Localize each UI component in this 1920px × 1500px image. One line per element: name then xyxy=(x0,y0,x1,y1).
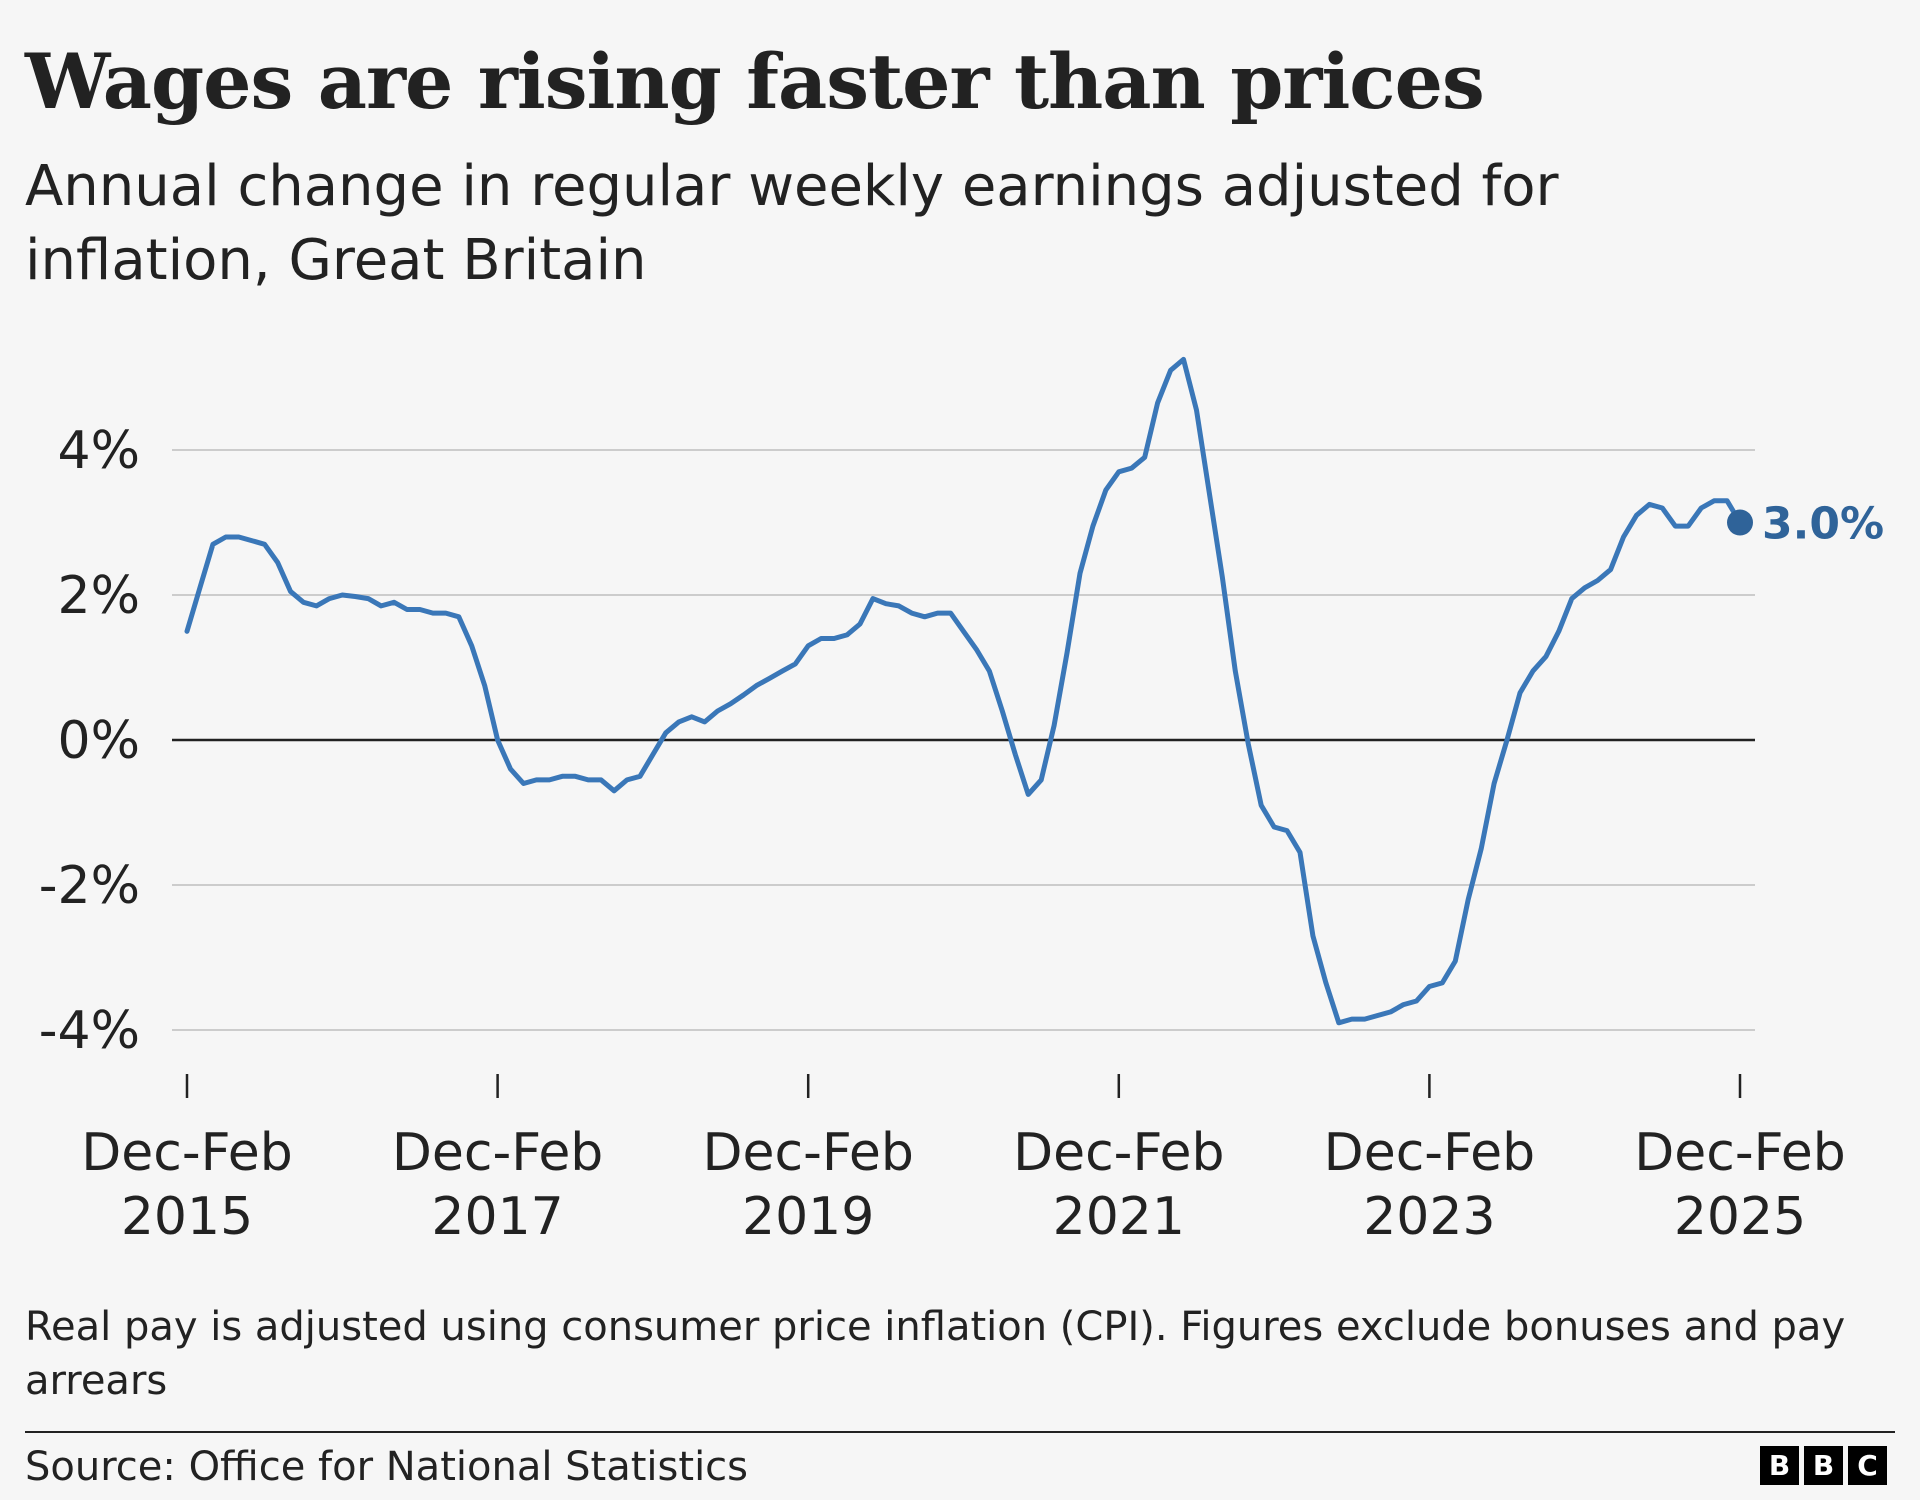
grid-lines xyxy=(172,449,1755,1031)
footer-divider xyxy=(25,1431,1895,1433)
x-tick-label: 2019 xyxy=(742,1187,874,1247)
series-layer xyxy=(184,356,1743,1026)
y-tick-label: 4% xyxy=(58,421,141,481)
y-tick-label: 0% xyxy=(58,711,141,771)
y-tick-label: -4% xyxy=(39,1001,140,1061)
end-point-marker xyxy=(1727,509,1753,536)
x-tick-label: 2023 xyxy=(1363,1187,1495,1247)
x-tick-label: Dec-Feb xyxy=(1013,1123,1224,1183)
bbc-logo-letter: B xyxy=(1804,1446,1843,1485)
x-axis: Dec-Feb2015Dec-Feb2017Dec-Feb2019Dec-Feb… xyxy=(81,1074,1846,1247)
x-tick-label: 2015 xyxy=(121,1187,253,1247)
real-pay-line xyxy=(184,356,1743,1026)
chart-subtitle: Annual change in regular weekly earnings… xyxy=(25,154,1559,293)
x-tick-label: Dec-Feb xyxy=(702,1123,913,1183)
x-tick-label: 2017 xyxy=(431,1187,563,1247)
chart-title: Wages are rising faster than prices xyxy=(25,37,1485,126)
y-axis-labels: 4% 2% 0% -2% -4% xyxy=(39,421,140,1061)
line-chart: 4%2%0%-2%-4% Dec-Feb2015Dec-Feb2017Dec-F… xyxy=(39,356,1884,1247)
x-tick-label: Dec-Feb xyxy=(1634,1123,1845,1183)
x-tick-label: Dec-Feb xyxy=(1324,1123,1535,1183)
end-value-label: 3.0% xyxy=(1762,499,1884,550)
footnote: Real pay is adjusted using consumer pric… xyxy=(25,1304,1846,1404)
bbc-logo-letter: C xyxy=(1848,1446,1887,1485)
x-tick-label: Dec-Feb xyxy=(392,1123,603,1183)
x-tick-label: 2021 xyxy=(1053,1187,1185,1247)
end-marker-group: 3.0% xyxy=(1727,499,1884,550)
y-tick-label: 2% xyxy=(58,566,141,626)
bbc-logo: B B C xyxy=(1760,1446,1887,1485)
source-text: Source: Office for National Statistics xyxy=(25,1444,749,1490)
x-tick-label: Dec-Feb xyxy=(81,1123,292,1183)
x-tick-label: 2025 xyxy=(1674,1187,1806,1247)
bbc-logo-letter: B xyxy=(1760,1446,1799,1485)
y-tick-label: -2% xyxy=(39,856,140,916)
